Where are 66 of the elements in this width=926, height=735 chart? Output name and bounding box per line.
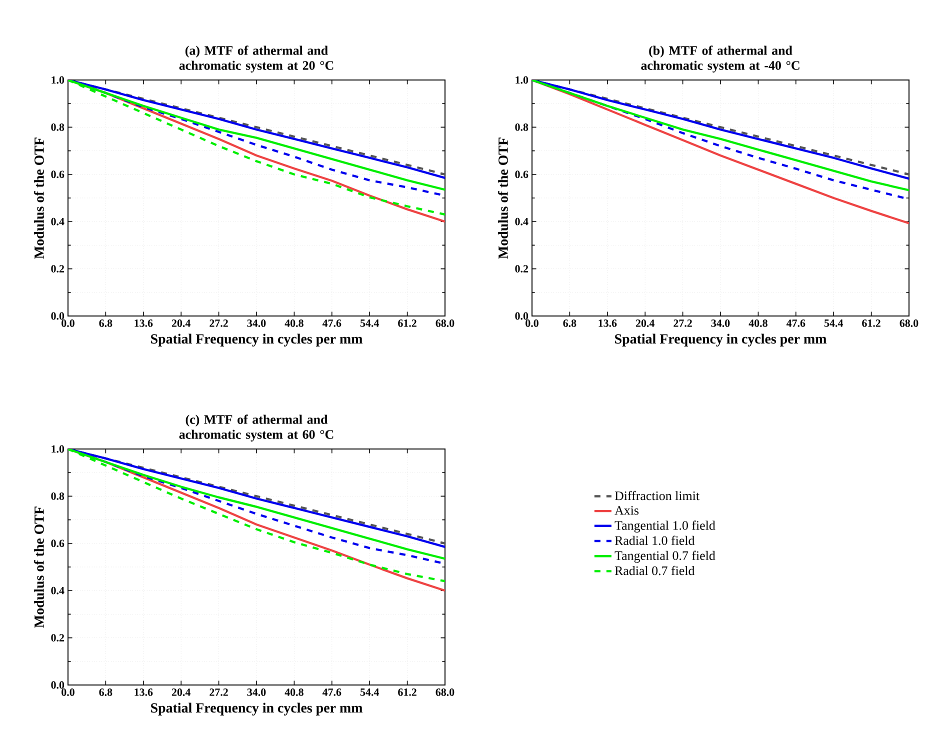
y-tick-label: 0.2 — [51, 265, 64, 273]
y-tick-label: 0.2 — [515, 265, 528, 273]
legend-label: Radial 1.0 field — [614, 536, 695, 545]
x-tick-label: 68.0 — [436, 320, 454, 327]
x-tick-label: 6.8 — [99, 688, 112, 696]
x-tick-label: 13.6 — [598, 320, 617, 327]
x-tick-label: 20.4 — [636, 320, 654, 327]
y-tick-label: 0.4 — [51, 586, 64, 594]
x-tick-label: 54.4 — [360, 320, 379, 327]
y-tick-label: 1.0 — [52, 76, 64, 84]
x-tick-label: 54.4 — [824, 320, 843, 327]
x-tick-label: 40.8 — [748, 320, 768, 327]
x-tick-label: 54.4 — [360, 688, 379, 696]
x-tick-label: 20.4 — [172, 688, 190, 696]
x-tick-label: 6.8 — [563, 320, 576, 327]
x-tick-label: 13.6 — [134, 320, 153, 327]
chart-title: (a) MTF of athermal and achromatic system at 20 °C — [179, 46, 334, 72]
x-tick-label: 34.0 — [711, 320, 730, 327]
y-tick-label: 0.6 — [51, 540, 64, 548]
y-tick-label: 0.0 — [51, 312, 64, 320]
x-axis-title: Spatial Frequency in cycles per mm — [615, 334, 826, 346]
y-axis-title: Modulus of the OTF — [34, 506, 44, 628]
x-tick-label: 13.6 — [134, 688, 153, 696]
x-tick-label: 27.2 — [210, 688, 228, 696]
x-tick-label: 47.6 — [786, 320, 806, 327]
y-tick-label: 0.6 — [515, 170, 528, 178]
x-axis-title: Spatial Frequency in cycles per mm — [151, 334, 362, 346]
y-tick-label: 0.8 — [515, 123, 528, 131]
x-tick-label: 6.8 — [99, 320, 112, 327]
y-tick-label: 0.0 — [51, 681, 64, 689]
x-tick-label: 34.0 — [247, 688, 266, 696]
chart-title: (c) MTF of athermal and achromatic system at 60 °C — [179, 414, 334, 442]
legend-label: Tangential 1.0 field — [614, 520, 716, 533]
x-tick-label: 40.8 — [284, 688, 304, 696]
legend-label: Axis — [614, 506, 639, 515]
x-tick-label: 34.0 — [247, 320, 266, 327]
x-tick-label: 47.6 — [322, 688, 342, 696]
x-tick-label: 61.2 — [862, 320, 880, 327]
chart-title: (b) MTF of athermal and achromatic system at -40 °C — [641, 46, 800, 72]
legend-label: Radial 0.7 field — [614, 566, 695, 576]
x-tick-label: 20.4 — [172, 320, 190, 327]
x-tick-label: 61.2 — [398, 688, 416, 696]
x-tick-label: 27.2 — [674, 320, 692, 327]
x-tick-label: 61.2 — [398, 320, 416, 327]
legend-label: Diffraction limit — [614, 490, 700, 500]
x-tick-label: 27.2 — [210, 320, 228, 327]
x-tick-label: 68.0 — [436, 688, 454, 696]
y-axis-title: Modulus of the OTF — [34, 138, 44, 259]
legend-label: Tangential 0.7 field — [614, 550, 716, 563]
y-tick-label: 0.4 — [515, 218, 528, 226]
x-tick-label: 68.0 — [900, 320, 918, 327]
x-tick-label: 47.6 — [322, 320, 342, 327]
y-axis-title: Modulus of the OTF — [498, 138, 508, 259]
y-tick-label: 0.4 — [51, 218, 64, 226]
y-tick-label: 0.8 — [51, 123, 64, 131]
y-tick-label: 0.6 — [51, 170, 64, 178]
y-tick-label: 1.0 — [52, 445, 64, 453]
y-tick-label: 0.0 — [515, 312, 528, 320]
x-axis-title: Spatial Frequency in cycles per mm — [151, 702, 362, 716]
x-tick-label: 40.8 — [284, 320, 304, 327]
y-tick-label: 0.2 — [51, 634, 64, 642]
y-tick-label: 1.0 — [516, 76, 528, 84]
x-tick-label: 0.0 — [62, 688, 74, 696]
x-tick-label: 0.0 — [526, 320, 538, 327]
y-tick-label: 0.8 — [51, 492, 64, 500]
x-tick-label: 0.0 — [62, 320, 74, 327]
